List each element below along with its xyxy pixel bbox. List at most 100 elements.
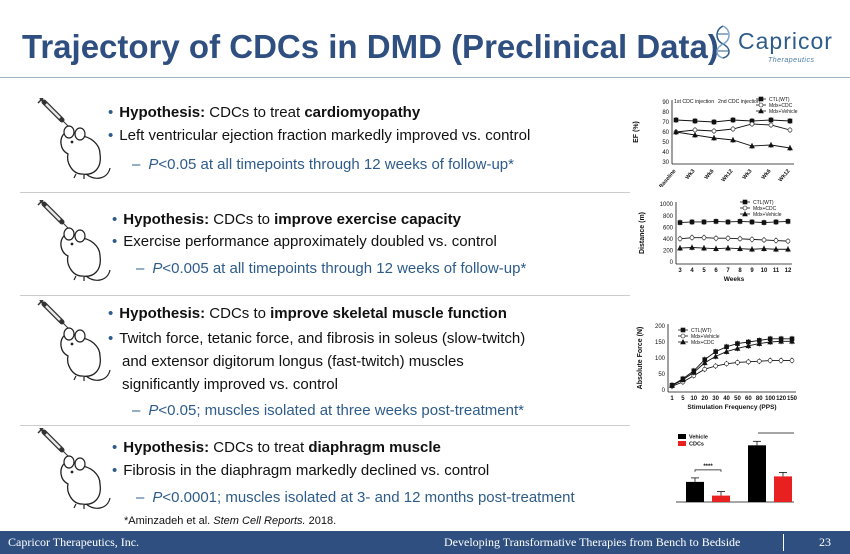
legend-label: CTL(WT) [769,97,790,103]
y-axis-label: Absolute Force (N) [637,327,644,390]
data-point [724,361,729,367]
data-point [730,126,736,132]
data-point [749,142,755,149]
data-point [725,235,731,241]
exercise-distance-chart: 0 200 400 600 800 1000 3 4 5 6 7 8 9 10 11 12 Distance (… [639,199,792,283]
data-point [768,122,774,128]
legend-label: Vehicle [689,435,708,441]
y-tick-label: 50 [658,372,665,378]
annotation: 1st CDC injection [674,99,714,105]
citation-authors: *Aminzadeh et al. [124,515,214,527]
y-tick-label: 50 [662,140,669,146]
p-value-note: – P<0.005 at all timepoints through 12 we… [136,260,527,277]
data-point [712,353,719,359]
x-tick-label: 1 [670,396,674,402]
finding-bullet: • Fibrosis in the diaphragm markedly decl… [112,462,490,479]
data-point [749,219,755,225]
y-tick-label: 80 [662,110,669,116]
x-axis-label: Weeks [724,276,745,283]
data-point [761,237,767,243]
data-point [778,358,784,363]
finding-text-line: and extensor digitorum longus (fast-twit… [122,353,464,370]
title-rule [0,77,850,78]
data-point [761,245,767,251]
legend-label: CTL(WT) [753,200,774,206]
mouse-syringe-icon [36,428,116,516]
x-axis-label: Stimulation Frequency (PPS) [687,404,776,411]
hypothesis-label: Hypothesis: [123,439,210,456]
x-tick-label: Wk3 [742,168,754,181]
y-tick-label: 60 [662,130,669,136]
x-tick-label: 10 [690,396,697,402]
data-point [673,128,679,135]
data-point [787,118,793,124]
data-point [713,235,719,241]
p-symbol: P [152,260,163,277]
p-value-text: <0.05; muscles isolated at three weeks p… [158,402,524,419]
data-point [724,344,729,350]
x-tick-label: 7 [726,268,730,274]
y-tick-label: 200 [655,324,666,330]
hypothesis-text: CDCs to [209,211,275,228]
x-tick-label: 30 [712,396,719,402]
legend-label: Mdx+Vehicle [691,334,720,340]
footer-tagline: Developing Transformative Therapies from… [444,535,741,549]
data-point [701,235,707,240]
y-tick-label: 40 [662,150,669,156]
p-value-text: <0.005 at all timepoints through 12 week… [162,260,527,277]
data-point [692,131,698,138]
p-symbol: P [148,156,159,173]
hypothesis-bullet: • Hypothesis: CDCs to improve exercise ca… [112,211,461,228]
x-tick-label: 100 [765,396,776,402]
finding-bullet: • Twitch force, tetanic force, and fibros… [108,330,526,347]
data-point [692,118,698,124]
legend-label: Mdx+CDC [691,340,715,346]
data-point [725,219,731,225]
legend-label: Mdx+Vehicle [769,109,798,115]
data-point [677,245,683,251]
y-tick-label: 200 [663,249,674,255]
citation-journal: Stem Cell Reports. [213,515,306,527]
y-tick-label: 70 [662,120,669,126]
hypothesis-bullet: • Hypothesis: CDCs to improve skeletal mu… [108,305,507,322]
data-point [756,358,762,364]
data-point [756,340,763,346]
data-point [689,235,695,240]
legend-label: Mdx+CDC [769,103,793,109]
y-tick-label: 100 [655,356,666,362]
data-point [701,245,707,251]
y-tick-label: 30 [662,160,669,166]
legend-label: Mdx+CDC [753,206,777,212]
y-tick-label: 400 [663,237,674,243]
y-tick-label: 0 [662,388,666,394]
data-point [725,245,731,251]
data-point [773,238,779,243]
series-line [679,220,789,224]
data-point [701,359,708,366]
data-point [713,219,719,224]
y-tick-label: 150 [655,340,666,346]
x-tick-label: 5 [681,396,685,402]
data-point [746,359,751,365]
data-point [789,358,795,363]
x-tick-label: Wk6 [761,168,773,181]
data-point [677,220,683,225]
data-point [711,119,717,125]
hypothesis-text: CDCs to treat [205,104,305,121]
x-tick-label: Wk12 [721,168,735,183]
x-tick-label: 9 [750,268,754,274]
x-tick-label: Baseline [658,168,677,187]
data-point [758,107,764,114]
data-point [761,220,767,225]
finding-text: Exercise performance approximately doubl… [123,233,497,250]
x-tick-label: 10 [761,268,768,274]
section-divider [20,192,630,193]
footer-bar: Capricor Therapeutics, Inc. Developing T… [0,531,850,554]
data-point [680,333,686,339]
hypothesis-text: CDCs to [205,305,271,322]
bar [686,481,704,502]
finding-bullet-cont: significantly improved vs. control [122,376,338,393]
y-axis-label: Distance (m) [639,212,646,254]
